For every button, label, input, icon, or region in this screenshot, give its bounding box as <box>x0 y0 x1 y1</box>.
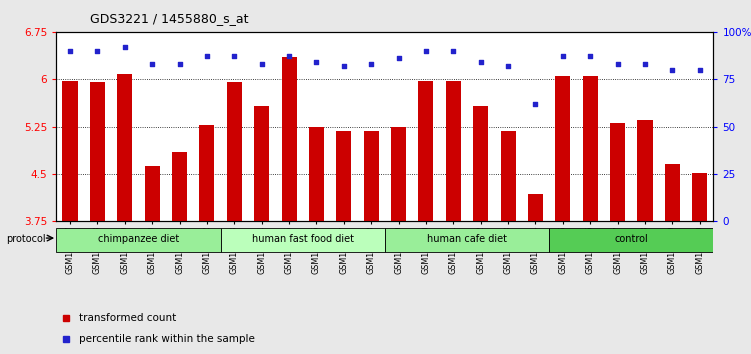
Text: human fast food diet: human fast food diet <box>252 234 354 244</box>
Bar <box>363 131 379 221</box>
Point <box>92 48 104 53</box>
Bar <box>501 131 516 221</box>
Point <box>146 61 158 67</box>
Text: protocol: protocol <box>6 234 46 244</box>
FancyBboxPatch shape <box>221 228 385 252</box>
Text: human cafe diet: human cafe diet <box>427 234 507 244</box>
Point <box>338 63 350 69</box>
Bar <box>90 82 105 221</box>
Point <box>639 61 651 67</box>
Bar <box>309 127 324 221</box>
FancyBboxPatch shape <box>385 228 549 252</box>
Bar <box>610 124 625 221</box>
Bar <box>665 164 680 221</box>
Text: percentile rank within the sample: percentile rank within the sample <box>80 334 255 344</box>
Bar <box>583 76 598 221</box>
Bar <box>638 120 653 221</box>
Point <box>283 54 295 59</box>
Point <box>255 61 267 67</box>
Point <box>119 44 131 50</box>
Text: GDS3221 / 1455880_s_at: GDS3221 / 1455880_s_at <box>90 12 249 25</box>
FancyBboxPatch shape <box>56 228 221 252</box>
Text: control: control <box>614 234 648 244</box>
Point <box>611 61 623 67</box>
Bar <box>145 166 160 221</box>
Bar <box>528 194 543 221</box>
Bar <box>336 131 351 221</box>
Bar <box>227 82 242 221</box>
Point <box>228 54 240 59</box>
Point <box>502 63 514 69</box>
Point <box>201 54 213 59</box>
Point <box>393 56 405 61</box>
Bar <box>117 74 132 221</box>
Point <box>584 54 596 59</box>
Bar <box>391 127 406 221</box>
Bar <box>418 81 433 221</box>
Point <box>694 67 706 73</box>
Point <box>420 48 432 53</box>
Point <box>529 101 541 107</box>
Point <box>64 48 76 53</box>
Bar <box>282 57 297 221</box>
Point <box>448 48 460 53</box>
Bar <box>692 173 707 221</box>
Bar <box>62 81 77 221</box>
Text: transformed count: transformed count <box>80 313 176 323</box>
Bar <box>473 106 488 221</box>
Bar <box>555 76 571 221</box>
Point <box>310 59 322 65</box>
Bar <box>446 81 461 221</box>
Text: chimpanzee diet: chimpanzee diet <box>98 234 179 244</box>
Point <box>475 59 487 65</box>
Point <box>365 61 377 67</box>
Bar <box>172 152 187 221</box>
Point <box>666 67 678 73</box>
Bar <box>199 125 215 221</box>
Point <box>173 61 185 67</box>
Point <box>556 54 569 59</box>
Bar <box>254 106 269 221</box>
FancyBboxPatch shape <box>549 228 713 252</box>
